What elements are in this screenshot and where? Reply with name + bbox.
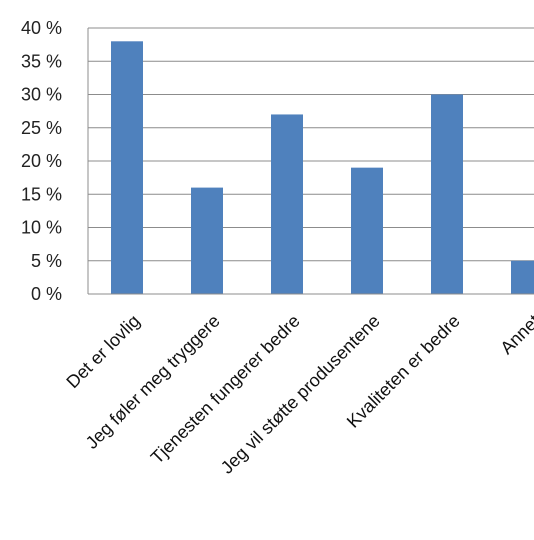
x-category-label: Tjenesten fungerer bedre [147,311,304,468]
bar [431,94,463,294]
gridlines [88,27,534,262]
x-category-label: Det er lovlig [62,311,143,392]
x-category-label: Jeg vil støtte produsentene [217,311,384,478]
y-tick-label: 35 % [21,51,62,71]
bar [511,260,534,294]
bar [351,167,383,294]
bar [271,114,303,294]
x-category-label: Annet [496,311,534,358]
axes [87,28,534,295]
y-tick-label: 10 % [21,218,62,238]
x-category-label: Jeg føler meg tryggere [82,311,224,453]
bar [191,187,223,294]
y-tick-label: 40 % [21,18,62,38]
y-tick-label: 5 % [31,251,62,271]
bars [111,41,534,294]
y-tick-label: 30 % [21,85,62,105]
y-tick-label: 20 % [21,151,62,171]
y-tick-labels: 0 % 5 % 10 % 15 % 20 % 25 % 30 % 35 % 40 % [21,18,62,304]
y-tick-label: 15 % [21,184,62,204]
bar [111,41,143,294]
y-tick-label: 25 % [21,118,62,138]
y-tick-label: 0 % [31,284,62,304]
